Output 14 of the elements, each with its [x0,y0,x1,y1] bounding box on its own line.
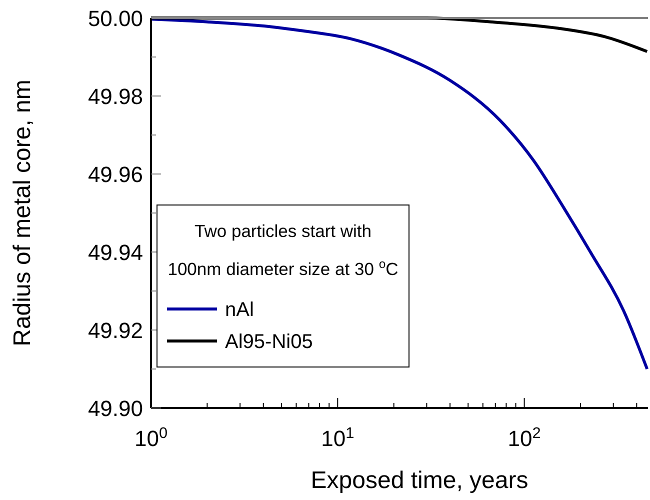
x-tick-label: 10$^{0}$ [134,424,168,451]
legend-title: Two particles start with 100nm diameter size at 30 $^{o}$C [168,221,398,279]
legend-label: Al95-Ni05 [225,331,313,353]
y-tick-label: 49.90 [88,396,143,421]
y-axis-title: Radius of metal core, nm [9,80,36,346]
x-tick-label: 10$^{2}$ [508,424,541,451]
y-tick-label: 49.96 [88,162,143,187]
x-tick-label: 10$^{1}$ [321,424,354,451]
y-tick-label: 49.94 [88,240,143,265]
legend-label: nAl [225,299,254,321]
y-tick-label: 49.98 [88,84,143,109]
x-axis-title: Exposed time, years [310,467,528,494]
y-tick-label: 50.00 [88,6,143,31]
y-tick-label: 49.92 [88,318,143,343]
